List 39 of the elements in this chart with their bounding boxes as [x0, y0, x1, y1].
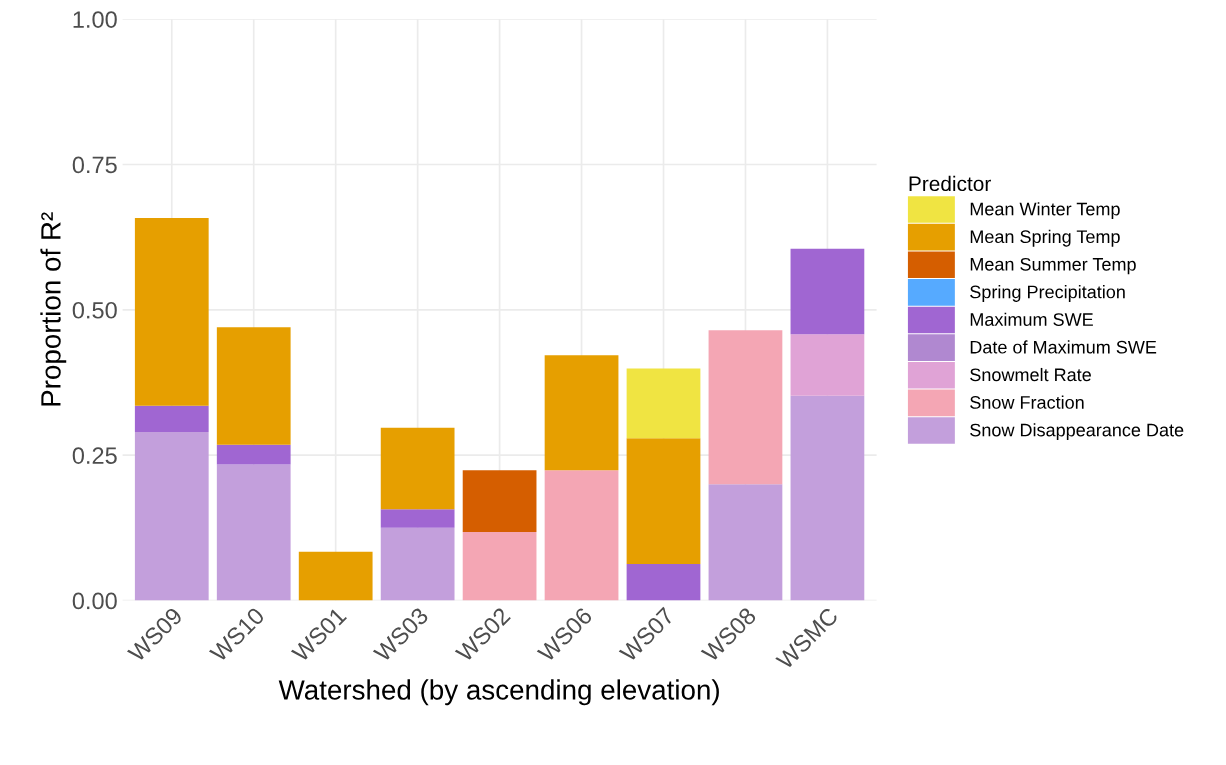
- y-tick-label: 0.75: [72, 156, 117, 174]
- legend-label: Mean Spring Temp: [970, 229, 1120, 247]
- bar: [544, 355, 619, 471]
- bar: [216, 444, 291, 465]
- bar: [134, 405, 209, 432]
- legend-title: Predictor: [909, 175, 991, 192]
- bar: [134, 217, 209, 406]
- bar: [462, 531, 537, 601]
- bar: [380, 509, 455, 528]
- bar: [462, 470, 537, 532]
- bar: [216, 464, 291, 601]
- bar: [708, 484, 783, 601]
- bar: [216, 327, 291, 445]
- legend-label: Snowmelt Rate: [970, 367, 1091, 382]
- legend-label: Snow Disappearance Date: [970, 423, 1184, 441]
- bar: [380, 527, 455, 601]
- bar: [790, 395, 865, 601]
- bar: [790, 248, 865, 335]
- bar: [626, 563, 701, 601]
- legend-label: Maximum SWE: [970, 312, 1093, 326]
- bar: [134, 431, 209, 601]
- y-axis-title: Proportion of R²: [40, 212, 67, 406]
- bar: [790, 334, 865, 396]
- y-tick-label: 0.50: [72, 301, 117, 319]
- bar: [380, 427, 455, 510]
- legend-label: Snow Fraction: [970, 395, 1084, 409]
- x-axis-title: Watershed (by ascending elevation): [278, 679, 719, 706]
- bar: [298, 551, 373, 601]
- bar: [626, 368, 701, 439]
- y-tick-label: 0.00: [72, 592, 117, 610]
- y-tick-label: 1.00: [73, 11, 117, 28]
- legend-label: Mean Winter Temp: [970, 202, 1120, 220]
- legend-label: Date of Maximum SWE: [970, 340, 1157, 354]
- y-tick-label: 0.25: [72, 447, 117, 464]
- bar: [544, 470, 619, 601]
- legend-label: Mean Summer Temp: [970, 257, 1136, 275]
- legend-label: Spring Precipitation: [970, 285, 1125, 302]
- bar: [626, 438, 701, 564]
- bar: [708, 330, 783, 485]
